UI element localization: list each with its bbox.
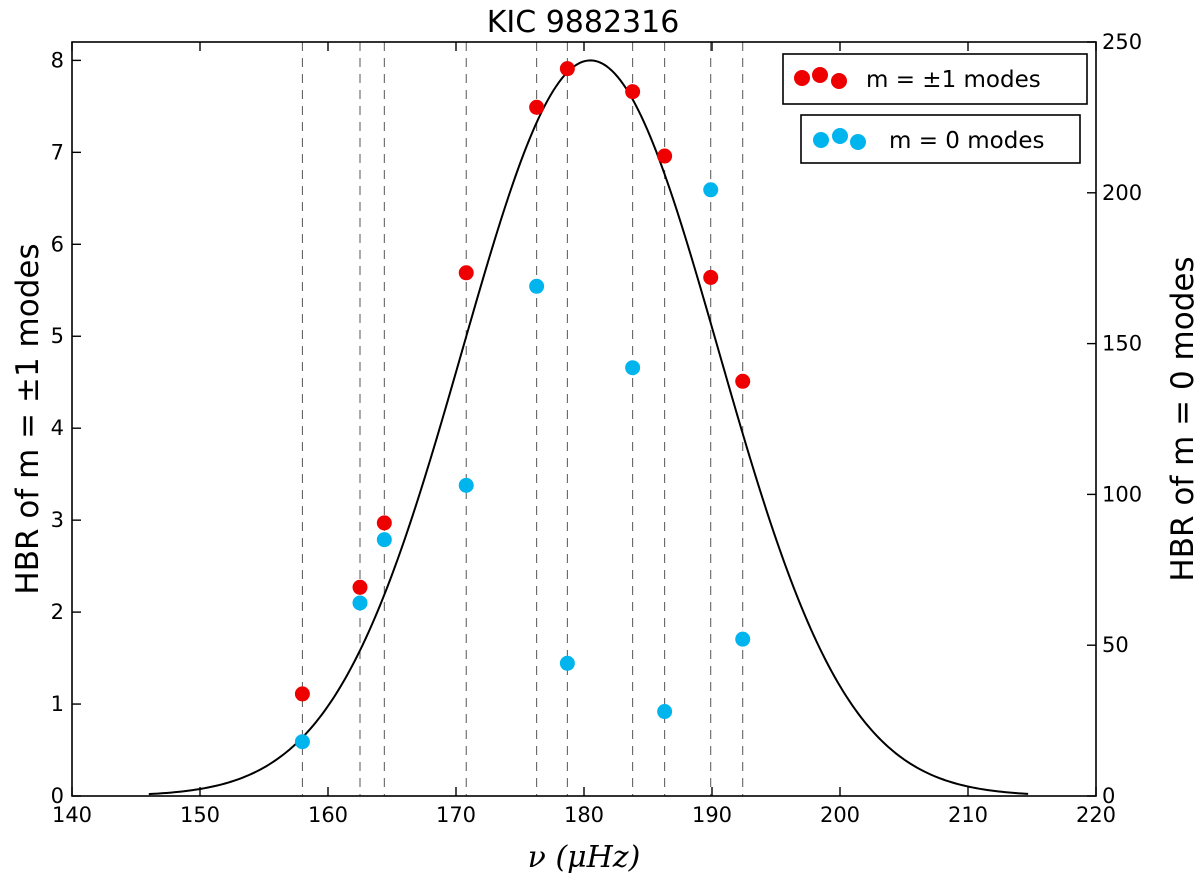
x-tick-label: 190: [692, 803, 732, 827]
legend-blue-frame: [800, 114, 1081, 164]
chart-title: KIC 9882316: [487, 5, 680, 40]
fit-curve-layer: [148, 59, 1029, 796]
data-point-m0: [703, 182, 719, 198]
x-tick-label: 150: [180, 803, 220, 827]
y-left-tick-label: 7: [51, 140, 64, 164]
data-point-m-pm1: [657, 148, 673, 164]
data-point-m-pm1: [735, 373, 751, 389]
data-point-m-pm1: [352, 579, 368, 595]
y-left-tick-label: 4: [51, 416, 64, 440]
x-tick-label: 220: [1076, 803, 1116, 827]
legend-blue-marker: [850, 134, 866, 150]
legend-red-marker: [812, 67, 828, 83]
legend-red-marker: [831, 73, 847, 89]
data-point-m-pm1: [529, 99, 545, 115]
data-point-m0: [625, 360, 641, 376]
x-tick-label: 140: [52, 803, 92, 827]
x-tick-label: 200: [820, 803, 860, 827]
y-left-tick-label: 5: [51, 324, 64, 348]
y-left-tick-label: 8: [51, 48, 64, 72]
y-right-tick-label: 100: [1102, 482, 1142, 506]
data-point-m0: [735, 631, 751, 647]
data-point-m-pm1: [625, 84, 641, 100]
data-point-m0: [294, 734, 310, 750]
data-point-m0: [657, 704, 673, 720]
legend-blue-marker: [832, 128, 848, 144]
y-right-tick-label: 250: [1102, 30, 1142, 54]
x-tick-label: 160: [308, 803, 348, 827]
dashed-reference-lines: [301, 42, 744, 796]
data-point-m0: [559, 655, 575, 671]
y-axis-right: 0 50 100 150 200 250: [1087, 30, 1142, 808]
data-point-m0: [376, 532, 392, 548]
x-tick-label: 180: [564, 803, 604, 827]
y-axis-right-label: HBR of m = 0 modes: [1165, 256, 1200, 581]
data-point-m0: [352, 595, 368, 611]
x-tick-label: 210: [948, 803, 988, 827]
y-right-tick-label: 200: [1102, 181, 1142, 205]
y-axis-left: 0 1 2 3 4 5 6 7 8: [51, 48, 81, 808]
y-left-tick-label: 3: [51, 508, 64, 532]
legend-red-marker: [794, 70, 810, 86]
data-points-layer: [294, 61, 751, 750]
legend-blue: m = 0 modes: [800, 114, 1081, 164]
x-tick-label: 170: [436, 803, 476, 827]
data-point-m-pm1: [458, 265, 474, 281]
y-right-tick-label: 150: [1102, 332, 1142, 356]
data-point-m0: [458, 477, 474, 493]
legend-red: m = ±1 modes: [782, 53, 1088, 105]
data-point-m-pm1: [703, 269, 719, 285]
data-point-m-pm1: [559, 61, 575, 77]
data-point-m-pm1: [376, 515, 392, 531]
legend-red-label: m = ±1 modes: [866, 67, 1041, 93]
y-right-tick-label: 0: [1102, 784, 1115, 808]
fit-curve: [148, 59, 1029, 796]
x-axis: 140 150 160 170 180 190 200 210 220: [52, 42, 1116, 827]
y-right-tick-label: 50: [1102, 633, 1129, 657]
x-axis-label: ν (μHz): [528, 840, 641, 875]
y-left-tick-label: 1: [51, 692, 64, 716]
y-left-tick-label: 0: [51, 784, 64, 808]
legend-blue-marker: [813, 132, 829, 148]
data-point-m-pm1: [294, 686, 310, 702]
y-axis-left-label: HBR of m = ±1 modes: [10, 243, 46, 594]
legend-blue-label: m = 0 modes: [889, 128, 1044, 154]
data-point-m0: [529, 278, 545, 294]
y-left-tick-label: 2: [51, 600, 64, 624]
y-left-tick-label: 6: [51, 232, 64, 256]
